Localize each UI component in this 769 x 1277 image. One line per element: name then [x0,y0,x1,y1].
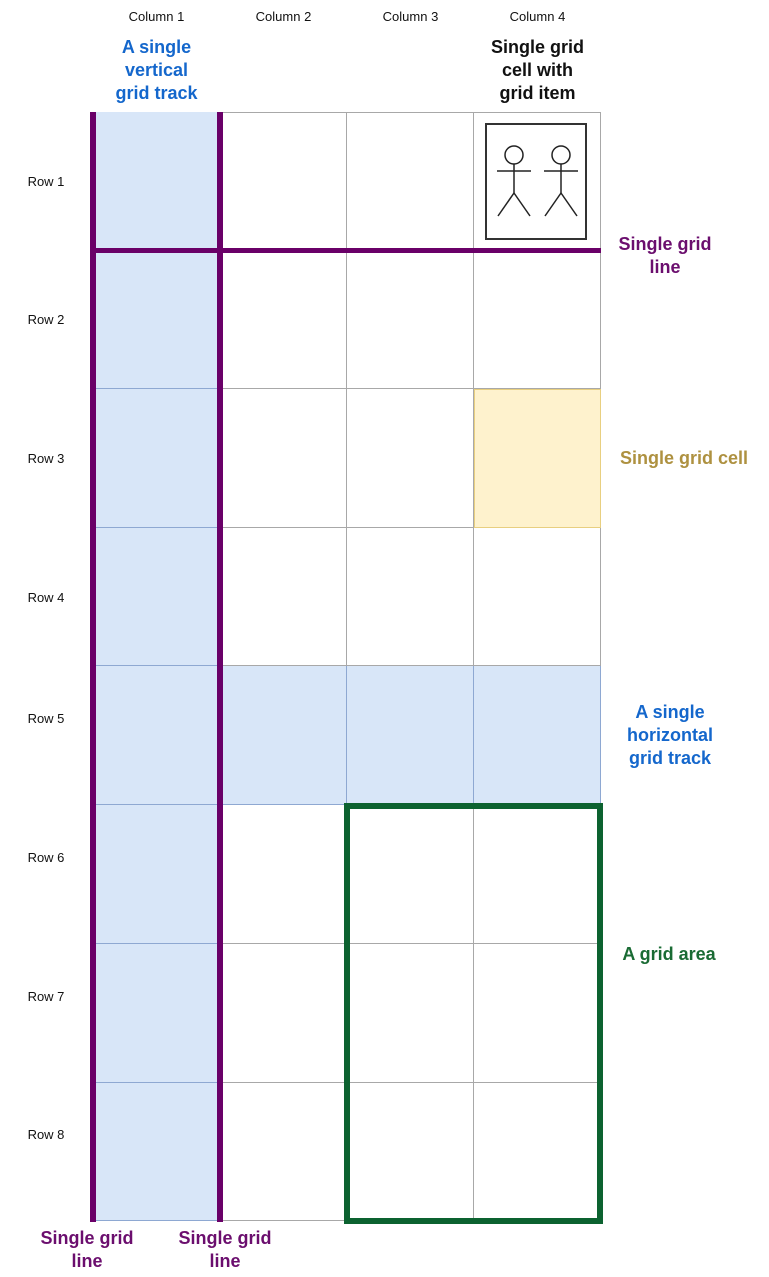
grid-area-label: A grid area [622,944,716,964]
two-stick-figures-icon [497,145,578,217]
grid-cell [474,805,601,944]
grid-cell [220,528,347,666]
vertical-track-label-line: A single [121,37,192,57]
grid-line-label-bottom-right: Single grid line [163,1227,287,1273]
grid-line-label-line: Single grid [178,1228,272,1248]
grid-item-label-line: Single grid [490,37,584,57]
grid-cell-label: Single grid cell [619,448,749,468]
horizontal-track-label-line: horizontal [627,725,713,745]
row-label-6: Row 6 [27,850,65,865]
vertical-track-label-line: grid track [115,83,198,103]
horizontal-track-label-line: A single [635,702,705,722]
grid-cell [474,944,601,1083]
grid-cell [220,944,347,1083]
grid-line-label-line: line [209,1251,241,1271]
vertical-grid-line-1 [90,112,96,1222]
grid-cell [220,1083,347,1221]
grid-cell [220,389,347,528]
grid-cell [347,389,474,528]
grid-line-label-right: Single grid line [603,233,727,279]
grid-cell [474,528,601,666]
row-label-2: Row 2 [27,312,65,327]
grid-cell [93,666,220,805]
grid-area [344,803,603,1224]
grid-cell [93,805,220,944]
grid-cell [93,112,220,250]
grid-cell [220,112,347,250]
grid-cell [93,1083,220,1221]
column-header-2: Column 2 [255,9,312,24]
row-label-3: Row 3 [27,451,65,466]
horizontal-track-label-line: grid track [628,748,712,768]
grid-line-label-bottom-left: Single grid line [25,1227,149,1273]
grid-item [485,123,587,240]
grid-cell [347,805,474,944]
grid-cell [347,250,474,389]
grid-cell [474,666,601,805]
single-grid-cell [474,389,601,528]
grid-line-label-line: line [71,1251,103,1271]
vertical-grid-line-2 [217,112,223,1222]
horizontal-track-label: A single horizontal grid track [610,701,730,770]
grid-cell [347,666,474,805]
grid-cell [474,250,601,389]
grid-cell [347,944,474,1083]
column-header-3: Column 3 [382,9,439,24]
grid-cell [220,805,347,944]
column-header-4: Column 4 [509,9,566,24]
grid-cell [93,528,220,666]
grid-line-label-line: line [649,257,681,277]
grid-cell [347,112,474,250]
grid-cell [93,944,220,1083]
grid-cell [347,1083,474,1221]
horizontal-grid-line [93,248,601,253]
grid-item-label: Single grid cell with grid item [466,36,609,105]
grid-cell [220,250,347,389]
row-label-1: Row 1 [27,174,65,189]
grid-cell [93,250,220,389]
grid-line-label-line: Single grid [618,234,712,254]
row-label-7: Row 7 [27,989,65,1004]
grid-cell [347,528,474,666]
grid-cell [220,666,347,805]
grid-cell [93,389,220,528]
row-label-4: Row 4 [27,590,65,605]
grid-item-label-line: grid item [499,83,576,103]
grid-line-label-line: Single grid [40,1228,134,1248]
row-label-5: Row 5 [27,711,65,726]
vertical-track-label: A single vertical grid track [83,36,230,105]
column-header-1: Column 1 [128,9,185,24]
vertical-track-label-line: vertical [124,60,189,80]
row-label-8: Row 8 [27,1127,65,1142]
grid-item-label-line: cell with [501,60,573,80]
